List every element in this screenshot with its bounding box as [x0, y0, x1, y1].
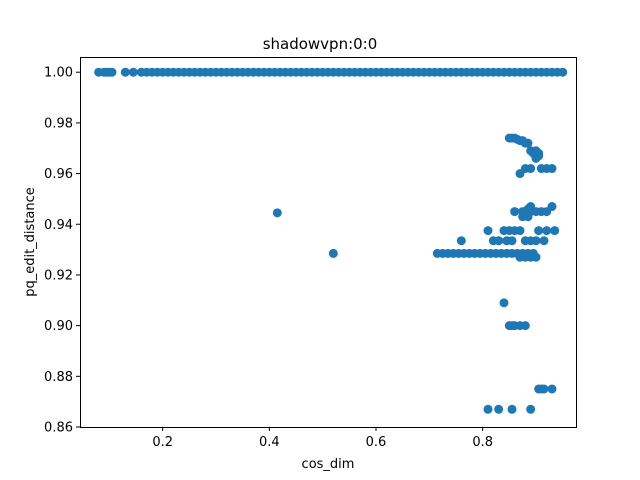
data-point — [510, 207, 520, 217]
data-point — [539, 236, 549, 246]
data-point — [456, 236, 466, 246]
plot-frame — [80, 57, 577, 428]
data-point — [547, 384, 557, 394]
y-tick-label: 1.00 — [44, 66, 73, 81]
data-point — [558, 67, 568, 77]
y-tick-label: 0.88 — [44, 370, 73, 385]
x-axis: 0.2 0.4 0.6 0.8 — [152, 427, 493, 450]
data-point — [542, 226, 552, 236]
y-tick-label: 0.94 — [44, 218, 73, 233]
data-point — [539, 384, 549, 394]
data-point — [515, 226, 525, 236]
data-point — [328, 248, 338, 258]
data-point — [534, 151, 544, 161]
y-axis-label: pq_edit_distance — [23, 187, 38, 297]
x-tick-label: 0.2 — [152, 435, 173, 450]
data-point — [526, 164, 536, 174]
y-tick-label: 0.96 — [44, 167, 73, 182]
data-point — [120, 67, 130, 77]
y-tick-label: 0.98 — [44, 116, 73, 131]
data-point — [547, 164, 557, 174]
data-point — [547, 202, 557, 212]
y-tick-label: 0.92 — [44, 268, 73, 283]
data-points — [94, 67, 568, 414]
data-point — [499, 298, 509, 308]
data-point — [520, 321, 530, 331]
data-point — [523, 138, 533, 148]
data-point — [107, 67, 117, 77]
data-point — [531, 236, 541, 246]
data-point — [531, 252, 541, 262]
data-point — [507, 404, 517, 414]
data-point — [550, 226, 560, 236]
x-tick-label: 0.8 — [472, 435, 493, 450]
data-point — [494, 404, 504, 414]
y-tick-label: 0.86 — [44, 421, 73, 436]
chart-title: shadowvpn:0:0 — [263, 35, 378, 53]
y-axis: 0.86 0.88 0.90 0.92 0.94 0.96 0.98 1.00 — [44, 66, 80, 436]
x-tick-label: 0.6 — [366, 435, 387, 450]
y-tick-label: 0.90 — [44, 319, 73, 334]
data-point — [526, 404, 536, 414]
data-point — [507, 236, 517, 246]
data-point — [483, 404, 493, 414]
data-point — [128, 67, 138, 77]
x-axis-label: cos_dim — [302, 457, 355, 472]
data-point — [494, 236, 504, 246]
data-point — [272, 208, 282, 218]
data-point — [534, 226, 544, 236]
data-point — [523, 212, 533, 222]
data-point — [483, 226, 493, 236]
x-tick-label: 0.4 — [259, 435, 280, 450]
